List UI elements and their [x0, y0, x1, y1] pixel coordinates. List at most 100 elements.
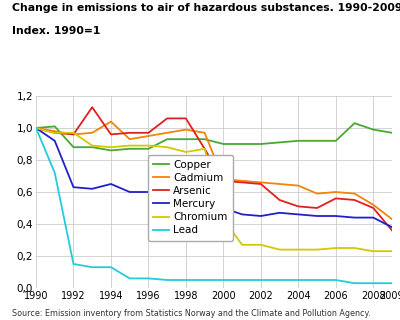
Lead	[258, 278, 263, 282]
Arsenic	[352, 198, 357, 202]
Chromium	[165, 145, 170, 149]
Text: Index. 1990=1: Index. 1990=1	[12, 26, 100, 36]
Cadmium	[108, 120, 113, 124]
Mercury	[34, 126, 38, 130]
Chromium	[352, 246, 357, 250]
Copper	[240, 142, 244, 146]
Cadmium	[390, 217, 394, 221]
Line: Arsenic: Arsenic	[36, 107, 392, 230]
Cadmium	[371, 203, 376, 207]
Chromium	[52, 131, 57, 135]
Cadmium	[52, 129, 57, 133]
Legend: Copper, Cadmium, Arsenic, Mercury, Chromium, Lead: Copper, Cadmium, Arsenic, Mercury, Chrom…	[148, 155, 232, 241]
Mercury	[108, 182, 113, 186]
Chromium	[127, 144, 132, 148]
Chromium	[202, 147, 207, 151]
Mercury	[165, 188, 170, 192]
Copper	[296, 139, 301, 143]
Copper	[315, 139, 320, 143]
Line: Copper: Copper	[36, 123, 392, 150]
Chromium	[34, 126, 38, 130]
Cadmium	[352, 192, 357, 196]
Copper	[52, 124, 57, 128]
Copper	[90, 145, 95, 149]
Arsenic	[202, 147, 207, 151]
Copper	[165, 137, 170, 141]
Line: Mercury: Mercury	[36, 128, 392, 227]
Cadmium	[202, 131, 207, 135]
Mercury	[296, 212, 301, 216]
Text: Change in emissions to air of hazardous substances. 1990-2009.: Change in emissions to air of hazardous …	[12, 3, 400, 13]
Lead	[277, 278, 282, 282]
Mercury	[371, 216, 376, 220]
Cadmium	[184, 128, 188, 132]
Copper	[371, 128, 376, 132]
Cadmium	[165, 131, 170, 135]
Lead	[146, 276, 151, 280]
Chromium	[108, 145, 113, 149]
Lead	[34, 126, 38, 130]
Copper	[127, 147, 132, 151]
Lead	[352, 281, 357, 285]
Mercury	[90, 187, 95, 191]
Copper	[258, 142, 263, 146]
Cadmium	[221, 177, 226, 181]
Mercury	[127, 190, 132, 194]
Cadmium	[296, 184, 301, 188]
Copper	[221, 142, 226, 146]
Copper	[34, 126, 38, 130]
Lead	[90, 265, 95, 269]
Chromium	[296, 248, 301, 252]
Arsenic	[127, 131, 132, 135]
Arsenic	[146, 131, 151, 135]
Lead	[127, 276, 132, 280]
Arsenic	[296, 204, 301, 208]
Arsenic	[315, 206, 320, 210]
Cadmium	[90, 131, 95, 135]
Lead	[52, 171, 57, 175]
Mercury	[184, 190, 188, 194]
Lead	[221, 278, 226, 282]
Chromium	[333, 246, 338, 250]
Line: Cadmium: Cadmium	[36, 122, 392, 219]
Mercury	[352, 216, 357, 220]
Mercury	[240, 212, 244, 216]
Chromium	[90, 144, 95, 148]
Lead	[240, 278, 244, 282]
Mercury	[52, 139, 57, 143]
Cadmium	[315, 192, 320, 196]
Line: Chromium: Chromium	[36, 128, 392, 251]
Arsenic	[221, 179, 226, 183]
Cadmium	[258, 180, 263, 184]
Copper	[202, 137, 207, 141]
Cadmium	[240, 179, 244, 183]
Arsenic	[333, 196, 338, 200]
Copper	[277, 140, 282, 144]
Mercury	[315, 214, 320, 218]
Chromium	[221, 217, 226, 221]
Copper	[146, 147, 151, 151]
Mercury	[333, 214, 338, 218]
Chromium	[371, 249, 376, 253]
Copper	[184, 137, 188, 141]
Arsenic	[34, 126, 38, 130]
Lead	[202, 278, 207, 282]
Lead	[71, 262, 76, 266]
Chromium	[258, 243, 263, 247]
Chromium	[146, 144, 151, 148]
Arsenic	[52, 131, 57, 135]
Cadmium	[71, 132, 76, 136]
Cadmium	[333, 190, 338, 194]
Line: Lead: Lead	[36, 128, 392, 283]
Copper	[333, 139, 338, 143]
Chromium	[390, 249, 394, 253]
Copper	[108, 148, 113, 152]
Lead	[184, 278, 188, 282]
Arsenic	[165, 116, 170, 120]
Arsenic	[108, 132, 113, 136]
Mercury	[71, 185, 76, 189]
Arsenic	[277, 198, 282, 202]
Chromium	[184, 150, 188, 154]
Lead	[165, 278, 170, 282]
Copper	[352, 121, 357, 125]
